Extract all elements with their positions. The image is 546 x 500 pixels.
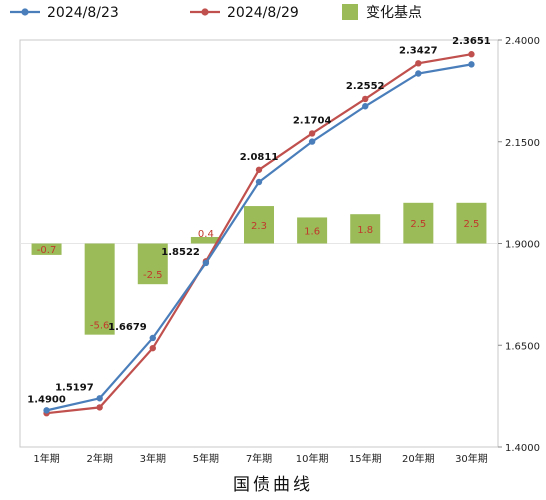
data-labels: -0.7 -5.6 -2.5 0.4 2.3 1.6 1.8 2.5 2.5 1.49001.51… — [27, 36, 491, 405]
bar — [403, 202, 434, 244]
legend-marker — [201, 8, 209, 16]
bar-series — [31, 202, 487, 335]
bar-data-label: -2.5 — [143, 270, 163, 281]
series-point — [43, 407, 50, 414]
bar-data-label: -5.6 — [90, 321, 110, 332]
line-data-label: 2.0811 — [240, 152, 279, 163]
series-point — [149, 344, 156, 352]
legend-swatch — [342, 4, 358, 20]
series-point — [362, 95, 369, 103]
axes: 1.4000 1.6500 1.9000 2.1500 2.4000 1年期 2年期 3年期 5… — [33, 36, 540, 465]
series-point — [415, 70, 422, 77]
series-point — [96, 395, 103, 402]
bar-data-label: 2.5 — [463, 219, 479, 230]
series-point — [255, 166, 263, 173]
series-point — [468, 51, 475, 58]
y-tick-label: 1.6500 — [505, 341, 540, 352]
bar — [244, 206, 274, 244]
series-point — [308, 138, 316, 145]
x-tick-label: 30年期 — [455, 452, 488, 465]
series-point — [255, 178, 263, 186]
series-point — [468, 61, 475, 68]
y-tick-label: 2.4000 — [505, 36, 540, 47]
bar — [190, 236, 221, 244]
x-tick-label: 5年期 — [193, 452, 219, 465]
line-data-label: 1.6679 — [108, 322, 147, 333]
series-point — [149, 334, 156, 342]
line-data-label: 1.4900 — [27, 394, 66, 405]
bar — [297, 217, 328, 244]
line-data-label: 2.3651 — [452, 36, 491, 47]
legend-label: 变化基点 — [366, 4, 422, 21]
bar — [137, 243, 168, 285]
series-point — [362, 103, 369, 110]
legend-marker — [21, 8, 29, 16]
line-data-label: 1.5197 — [55, 382, 94, 393]
x-tick-label: 3年期 — [140, 452, 166, 465]
bar — [456, 202, 487, 244]
x-tick-label: 2年期 — [86, 452, 112, 465]
series-point — [415, 60, 422, 67]
bar — [350, 214, 381, 244]
line-data-label: 2.3427 — [399, 45, 438, 56]
legend-label: 2024/8/23 — [47, 5, 119, 21]
series-point — [96, 404, 103, 411]
x-tick-label: 1年期 — [33, 452, 59, 465]
x-tick-label: 10年期 — [296, 452, 329, 465]
bar — [31, 243, 62, 255]
line-data-label: 2.2552 — [346, 81, 385, 92]
y-tick-label: 1.4000 — [505, 443, 540, 454]
legend: 2024/8/23 2024/8/29 变化基点 — [10, 4, 422, 21]
bar — [84, 243, 115, 335]
x-tick-label: 15年期 — [349, 452, 382, 465]
y-tick-label: 2.1500 — [505, 138, 540, 149]
x-tick-label: 20年期 — [402, 452, 435, 465]
series-point — [308, 130, 316, 137]
bar-data-label: 2.3 — [251, 221, 267, 232]
legend-label: 2024/8/29 — [227, 5, 299, 21]
y-tick-label: 1.9000 — [505, 240, 540, 251]
line-data-label: 2.1704 — [293, 115, 332, 126]
bar-data-label: -0.7 — [37, 245, 57, 256]
bar-data-label: 2.5 — [410, 219, 426, 230]
line-series — [43, 51, 475, 417]
series-point — [202, 259, 210, 267]
bar-data-label: 1.8 — [357, 225, 373, 236]
chart-title: 国债曲线 — [233, 475, 313, 495]
x-tick-label: 7年期 — [246, 452, 272, 465]
bar-data-label: 0.4 — [198, 229, 214, 240]
bar-data-label: 1.6 — [304, 226, 320, 237]
line-data-label: 1.8522 — [161, 247, 200, 258]
